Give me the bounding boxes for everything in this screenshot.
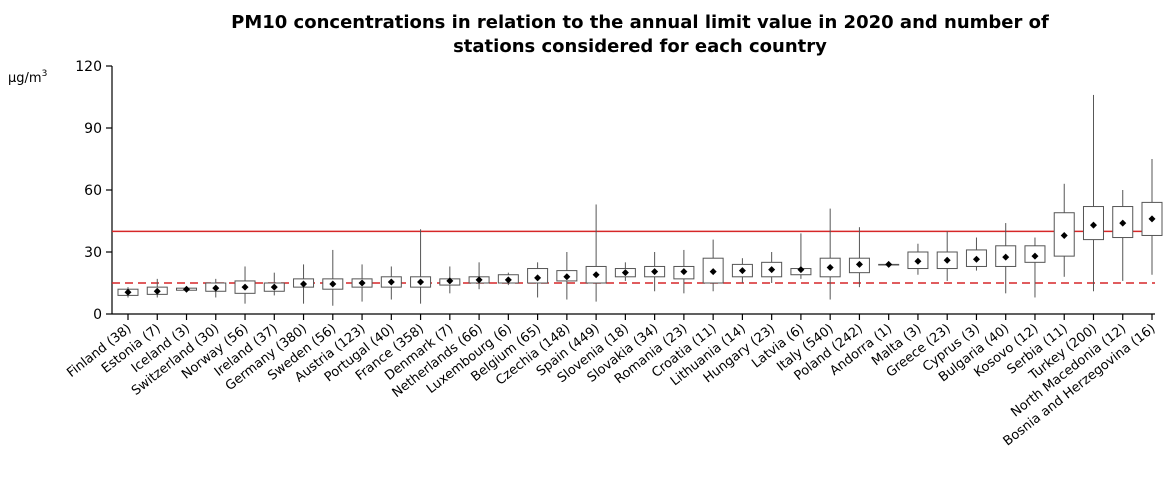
median-marker (534, 274, 542, 282)
median-marker (1119, 219, 1127, 227)
y-axis-unit: µg/m3 (8, 69, 47, 86)
y-tick-label: 120 (75, 59, 102, 75)
y-tick-label: 30 (84, 245, 102, 261)
median-marker (1060, 231, 1068, 239)
median-marker (621, 269, 629, 277)
median-marker (504, 276, 512, 284)
median-marker (914, 257, 922, 265)
median-marker (300, 280, 308, 288)
median-marker (183, 285, 191, 293)
median-marker (651, 268, 659, 276)
median-marker (972, 255, 980, 263)
y-axis-unit-sup: 3 (42, 69, 48, 79)
median-marker (797, 266, 805, 274)
median-marker (212, 284, 220, 292)
median-marker (270, 283, 278, 291)
median-marker (826, 264, 834, 271)
median-marker (885, 260, 893, 268)
median-marker (1002, 253, 1010, 261)
chart-title-line-1: PM10 concentrations in relation to the a… (231, 12, 1049, 33)
y-tick-label: 0 (93, 307, 102, 323)
median-marker (592, 271, 600, 279)
median-marker (1148, 215, 1156, 223)
median-marker (153, 287, 161, 295)
median-marker (124, 288, 132, 296)
median-marker (329, 280, 337, 288)
y-axis-unit-text: µg/m (8, 71, 42, 86)
median-marker (855, 260, 863, 268)
median-marker (768, 266, 776, 274)
chart-title-line-2: stations considered for each country (453, 36, 827, 57)
median-marker (446, 277, 454, 285)
y-tick-label: 90 (84, 121, 102, 137)
median-marker (1031, 252, 1039, 260)
median-marker (358, 279, 366, 287)
median-marker (417, 278, 425, 286)
median-marker (241, 283, 249, 291)
median-marker (738, 267, 746, 275)
median-marker (563, 273, 571, 281)
median-marker (943, 256, 951, 264)
median-marker (1089, 221, 1097, 229)
y-tick-label: 60 (84, 183, 102, 199)
median-marker (475, 276, 483, 284)
median-marker (387, 278, 395, 286)
median-marker (709, 268, 717, 276)
median-marker (680, 268, 688, 276)
